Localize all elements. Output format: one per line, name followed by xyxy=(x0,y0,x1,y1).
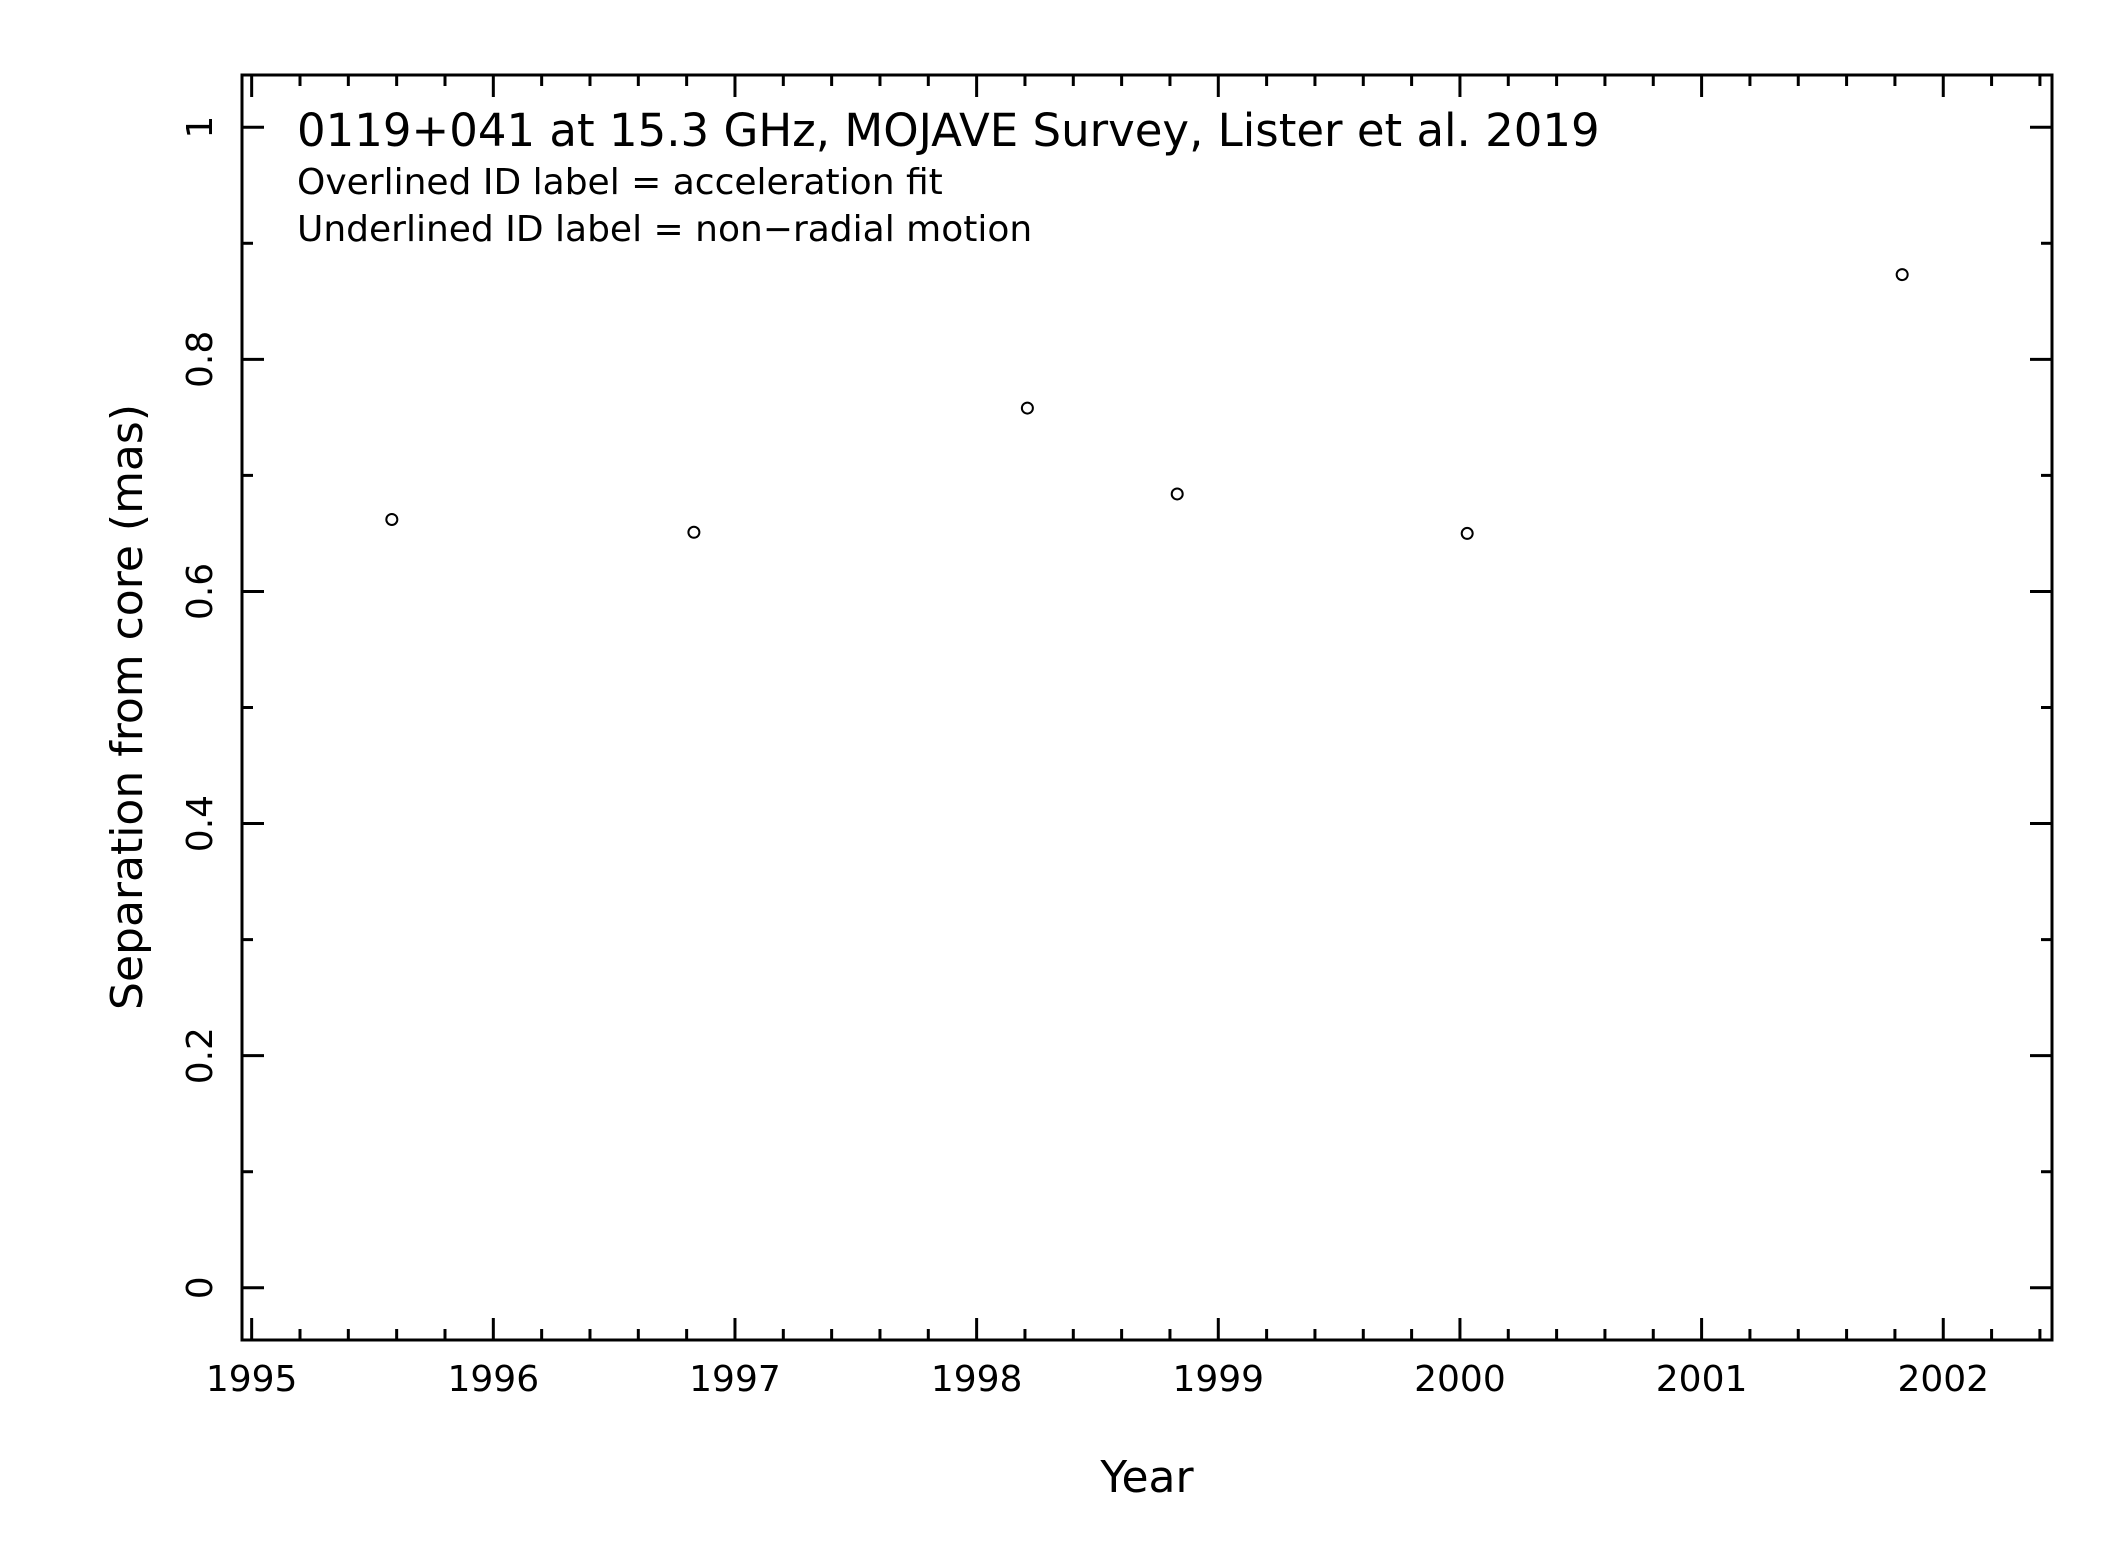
x-tick-label: 1995 xyxy=(206,1359,298,1400)
y-tick-label: 0.6 xyxy=(180,563,221,620)
axis-ticks xyxy=(242,75,2052,1340)
data-point xyxy=(1460,526,1474,540)
y-tick-label: 0.8 xyxy=(180,331,221,388)
x-axis-title: Year xyxy=(1099,1452,1194,1503)
y-tick-labels: 0 0.2 0.4 0.6 0.8 1 xyxy=(180,116,221,1299)
y-axis-title: Separation from core (mas) xyxy=(102,404,153,1010)
y-tick-label: 0.2 xyxy=(180,1027,221,1084)
y-tick-label: 0 xyxy=(180,1276,221,1299)
x-tick-label: 1996 xyxy=(448,1359,540,1400)
x-tick-label: 2000 xyxy=(1414,1359,1506,1400)
data-point xyxy=(385,512,399,526)
x-tick-label: 2002 xyxy=(1897,1359,1989,1400)
chart-title: 0119+041 at 15.3 GHz, MOJAVE Survey, Lis… xyxy=(297,104,1600,157)
x-tick-labels: 1995 1996 1997 1998 1999 2000 2001 2002 xyxy=(206,1359,1989,1400)
x-tick-label: 1999 xyxy=(1172,1359,1264,1400)
y-tick-label: 1 xyxy=(180,116,221,139)
x-tick-label: 1997 xyxy=(689,1359,781,1400)
x-tick-label: 1998 xyxy=(931,1359,1023,1400)
data-points xyxy=(385,268,1909,540)
data-point xyxy=(1020,401,1034,415)
x-tick-label: 2001 xyxy=(1656,1359,1748,1400)
subtitle-nonradial: Underlined ID label = non−radial motion xyxy=(297,209,1032,250)
data-point xyxy=(687,525,701,539)
data-point xyxy=(1170,487,1184,501)
y-tick-label: 0.4 xyxy=(180,795,221,852)
plot-frame xyxy=(240,73,2054,1342)
data-point xyxy=(1895,268,1909,282)
subtitle-acceleration: Overlined ID label = acceleration fit xyxy=(297,162,943,203)
